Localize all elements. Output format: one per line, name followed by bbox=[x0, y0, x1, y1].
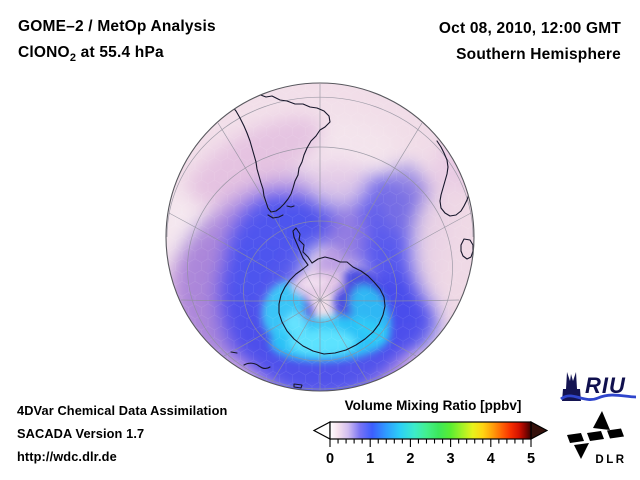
coast-island-south-2 bbox=[293, 383, 303, 389]
coast-tierra-del-fuego bbox=[267, 214, 284, 219]
credits-block: 4DVar Chemical Data Assimilation SACADA … bbox=[17, 400, 227, 468]
dlr-logo: DLR bbox=[567, 411, 626, 466]
colorbar-tick-label: 3 bbox=[447, 451, 455, 467]
colorbar-tick-labels: 0 1 2 3 4 5 bbox=[326, 451, 535, 467]
datetime-block: Oct 08, 2010, 12:00 GMT Southern Hemisph… bbox=[439, 16, 621, 68]
colorbar-tick-label: 1 bbox=[366, 451, 374, 467]
colorbar-ticks bbox=[329, 439, 532, 447]
coast-island-north-2 bbox=[221, 90, 227, 93]
analysis-datetime: Oct 08, 2010, 12:00 GMT bbox=[438, 20, 621, 37]
riu-logo: RIU bbox=[560, 372, 637, 401]
colorbar-tick-label: 5 bbox=[527, 451, 535, 467]
riu-logo-text: RIU bbox=[585, 373, 626, 398]
dlr-logo-text: DLR bbox=[595, 454, 626, 466]
coast-madagascar bbox=[460, 238, 474, 260]
figure-title-block: GOME–2 / MetOp Analysis ClONO2 at 55.4 h… bbox=[18, 14, 216, 71]
coast-island-south-3 bbox=[230, 351, 238, 354]
dlr-emblem-icon bbox=[567, 411, 624, 459]
colorbar-gradient-bar bbox=[329, 421, 532, 440]
colorbar-tick-label: 4 bbox=[487, 451, 495, 467]
colorbar-overflow-arrow bbox=[530, 421, 548, 440]
colorbar-tick-label: 2 bbox=[406, 451, 414, 467]
hemisphere-label: Southern Hemisphere bbox=[456, 46, 621, 63]
coast-africa bbox=[436, 140, 472, 217]
mixing-ratio-field bbox=[166, 83, 474, 391]
coast-island-south-1 bbox=[243, 362, 271, 369]
colorbar-tick-label: 0 bbox=[326, 451, 334, 467]
coast-west-africa bbox=[448, 105, 460, 131]
colorbar-underflow-arrow bbox=[312, 421, 331, 440]
globe-rim bbox=[165, 82, 475, 392]
instrument-title: GOME–2 / MetOp Analysis bbox=[18, 18, 216, 35]
version-label: SACADA Version 1.7 bbox=[17, 425, 145, 441]
species-title: ClONO2 at 55.4 hPa bbox=[18, 44, 164, 65]
coast-antarctica bbox=[278, 227, 386, 355]
coast-island-north-1 bbox=[211, 93, 218, 96]
species-subscript: 2 bbox=[69, 52, 77, 65]
colorbar: 0 1 2 3 4 5 bbox=[312, 421, 548, 467]
coast-falklands bbox=[286, 205, 295, 208]
graticule bbox=[166, 84, 474, 390]
riu-wave-icon bbox=[560, 393, 637, 401]
riu-cathedral-icon bbox=[562, 372, 581, 401]
colorbar-title: Volume Mixing Ratio [ppbv] bbox=[344, 398, 522, 413]
data-center-url: http://wdc.dlr.de bbox=[17, 448, 117, 464]
assimilation-label: 4DVar Chemical Data Assimilation bbox=[17, 403, 228, 418]
